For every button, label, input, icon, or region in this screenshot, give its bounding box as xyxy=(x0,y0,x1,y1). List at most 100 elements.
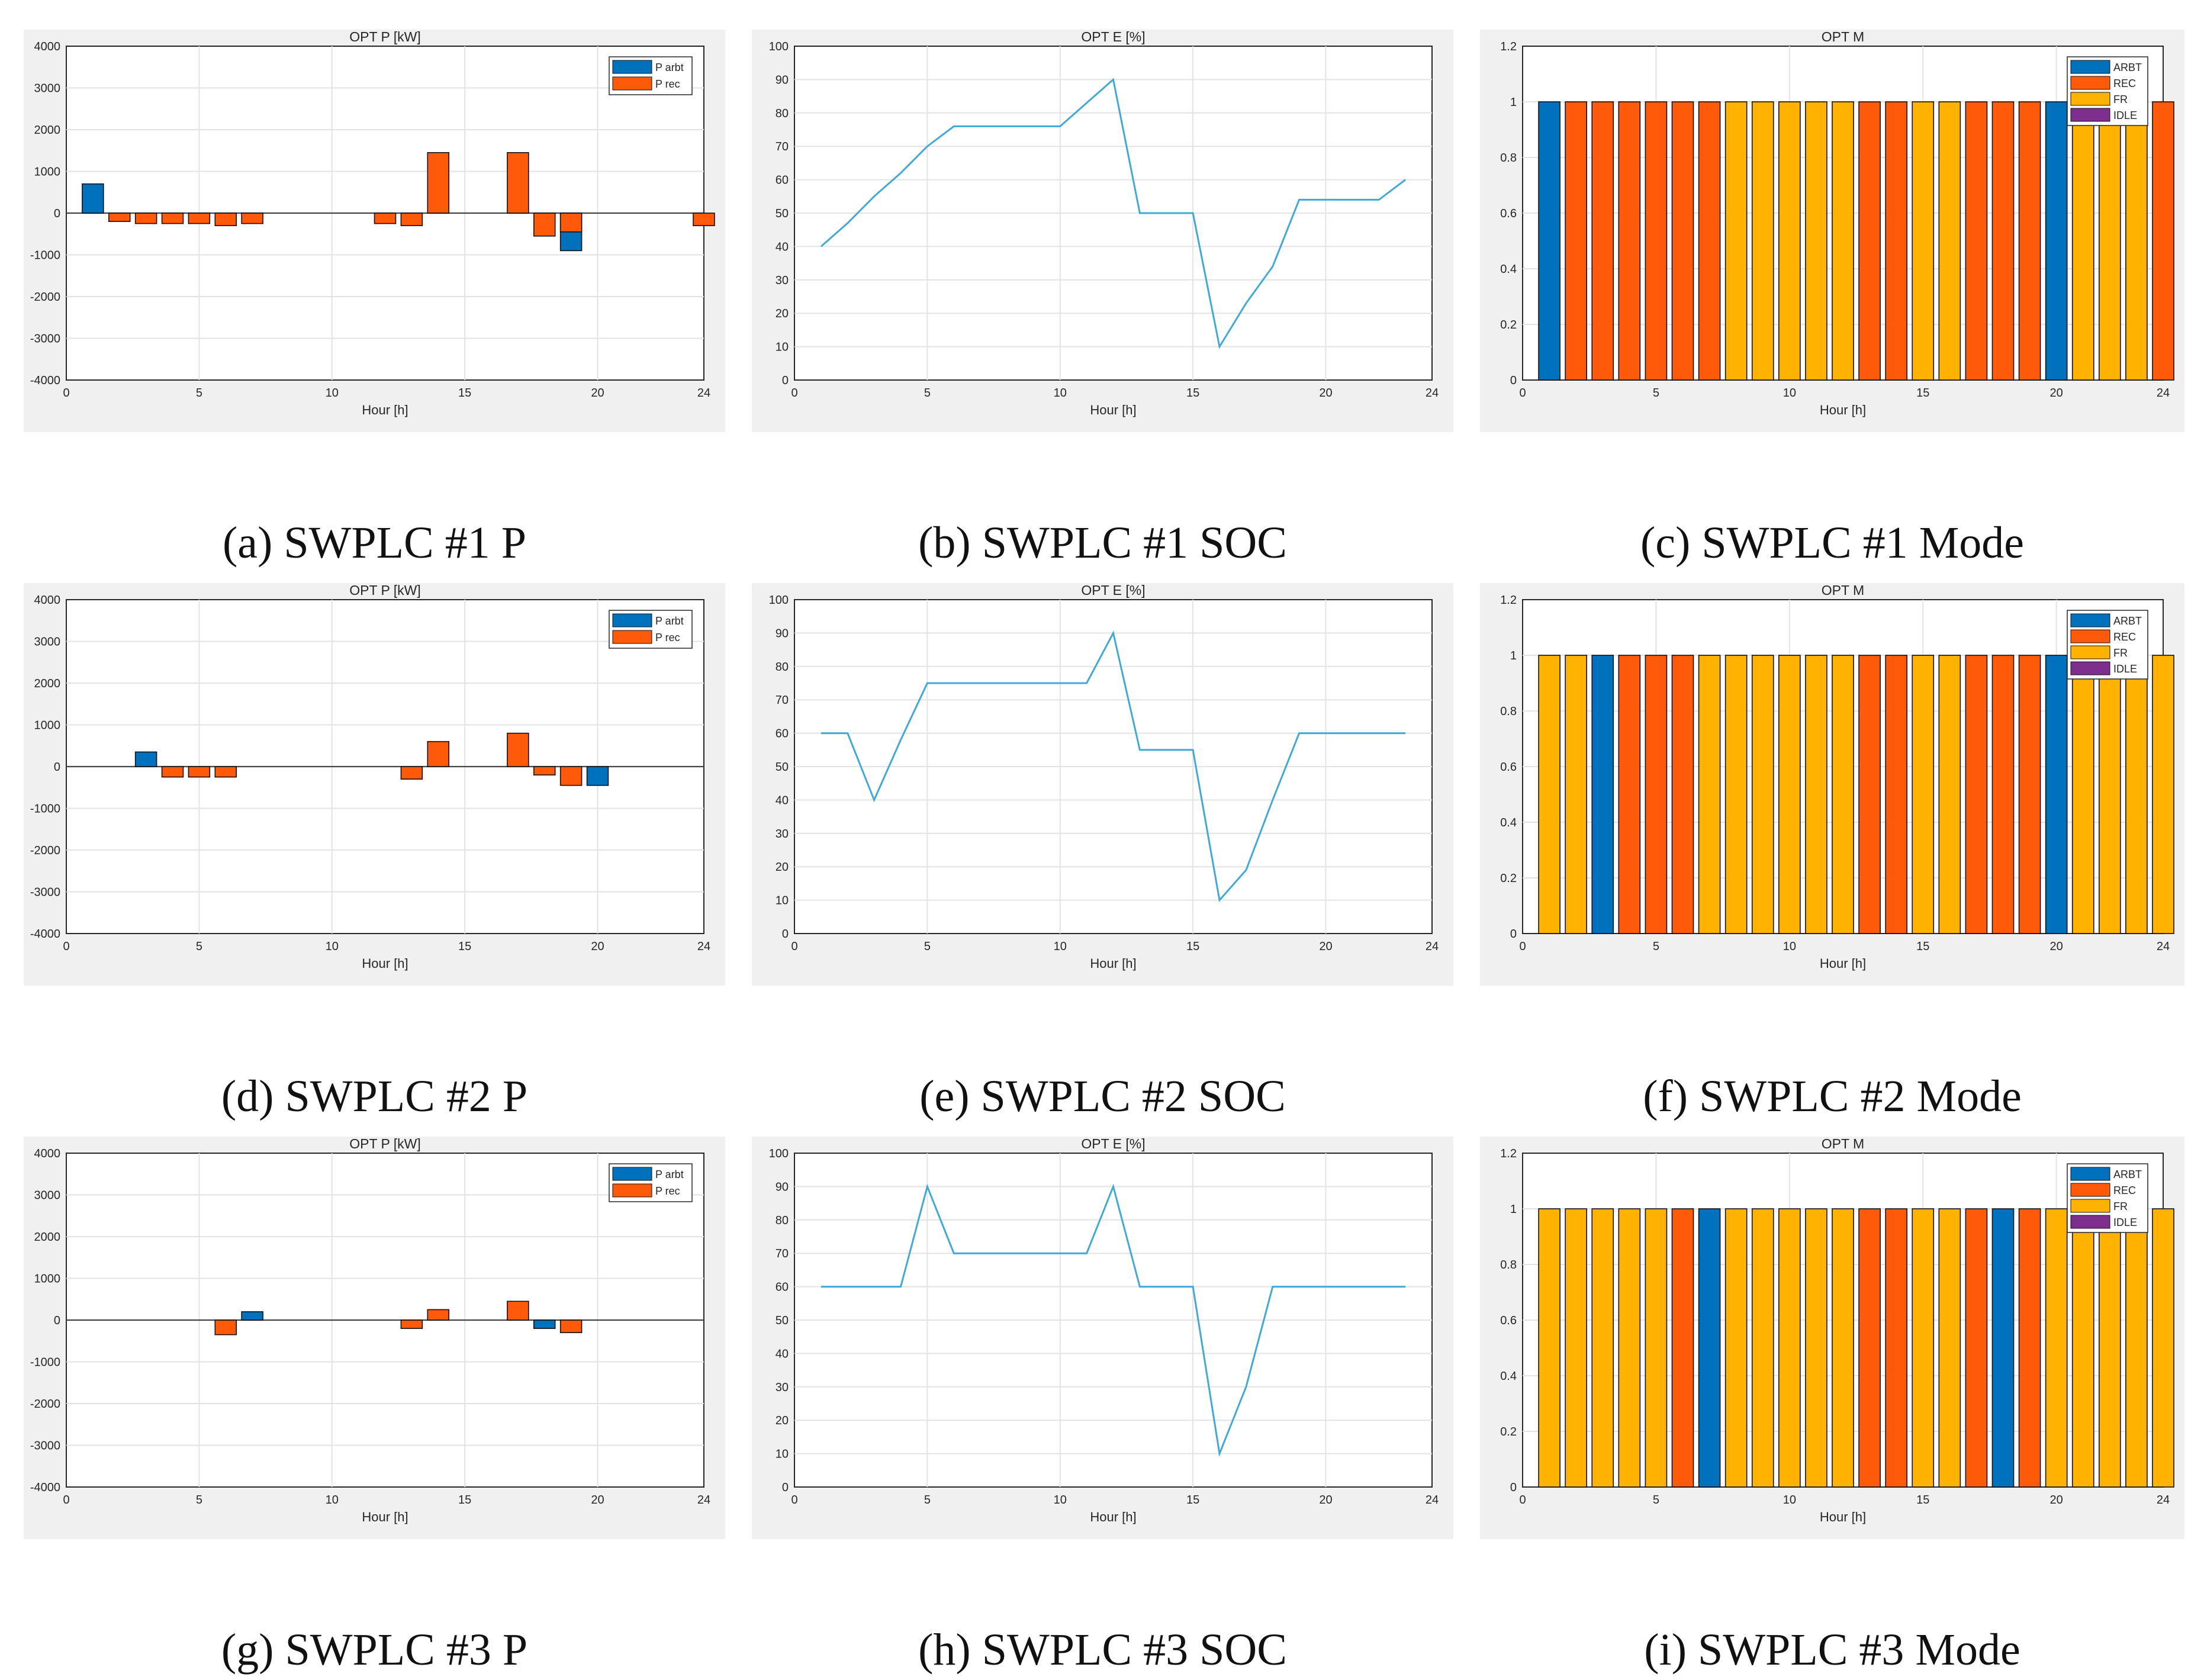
x-tick-label: 0 xyxy=(791,940,797,953)
y-tick-label: 0 xyxy=(1510,928,1517,941)
legend-swatch xyxy=(612,76,652,91)
x-axis-label: Hour [h] xyxy=(1820,1510,1866,1524)
chart-m2: OPT M 1.2 1 0.8 0.6 0.4 0.2 00 5 10 15 20 24 Hour [h]… xyxy=(1480,582,2184,986)
p-rec-bar xyxy=(427,741,449,767)
y-tick-label: 1 xyxy=(1510,96,1517,109)
y-tick-label: 0.6 xyxy=(1500,1314,1517,1327)
y-tick-label: -4000 xyxy=(30,928,60,941)
mode-bar-fr xyxy=(1938,1208,1961,1488)
x-axis-label: Hour [h] xyxy=(362,403,408,417)
legend-swatch xyxy=(612,1167,652,1181)
p-rec-bar xyxy=(188,766,211,778)
legend-swatch xyxy=(2070,629,2110,643)
x-tick-label: 0 xyxy=(791,1494,797,1507)
mode-bar-arbt xyxy=(1591,655,1614,934)
y-tick-label: 90 xyxy=(776,73,789,86)
y-tick-label: 0 xyxy=(782,374,789,387)
p-arbt-bar xyxy=(586,766,609,786)
y-tick-label: 2000 xyxy=(34,124,61,137)
y-tick-label: 70 xyxy=(776,1247,789,1260)
y-tick-label: 4000 xyxy=(34,1147,61,1160)
legend-label: P rec xyxy=(655,1185,680,1197)
figure-caption: (d) SWPLC #2 P xyxy=(221,1071,527,1121)
legend-label: FR xyxy=(2113,647,2128,659)
mode-bar-fr xyxy=(2099,101,2121,381)
figure-caption: (i) SWPLC #3 Mode xyxy=(1644,1625,2020,1675)
x-tick-label: 0 xyxy=(1519,387,1526,400)
x-axis-label: Hour [h] xyxy=(362,956,408,971)
y-tick-label: 0.8 xyxy=(1500,152,1517,165)
mode-bar-fr xyxy=(1805,655,1827,934)
p-rec-bar xyxy=(108,213,131,222)
y-tick-label: -4000 xyxy=(30,1481,60,1494)
y-tick-label: 20 xyxy=(776,861,789,874)
y-tick-label: -3000 xyxy=(30,333,60,346)
p-rec-bar xyxy=(214,1319,237,1335)
x-tick-label: 20 xyxy=(1319,940,1332,953)
mode-bar-rec xyxy=(1671,101,1694,381)
p-rec-bar xyxy=(161,213,184,224)
mode-bar-rec xyxy=(2152,101,2174,381)
mode-bar-fr xyxy=(2045,1208,2068,1488)
chart-m3: OPT M 1.2 1 0.8 0.6 0.4 0.2 00 5 10 15 20 24 Hour [h]… xyxy=(1480,1136,2184,1539)
x-tick-label: 5 xyxy=(196,387,202,400)
mode-bar-rec xyxy=(1885,101,1907,381)
mode-bar-arbt xyxy=(2045,101,2068,381)
p-rec-bar xyxy=(214,213,237,226)
y-tick-label: 40 xyxy=(776,240,789,253)
x-tick-label: 10 xyxy=(326,387,339,400)
y-tick-label: 1000 xyxy=(34,166,61,179)
legend-label: P arbt xyxy=(655,615,684,627)
mode-bar-fr xyxy=(1724,101,1748,381)
mode-bar-arbt xyxy=(2045,655,2068,934)
figure-caption: (f) SWPLC #2 Mode xyxy=(1643,1071,2022,1121)
chart-title: OPT M xyxy=(1822,1136,1864,1151)
y-tick-label: 0 xyxy=(54,207,60,220)
mode-bar-fr xyxy=(2125,1208,2148,1488)
x-tick-label: 24 xyxy=(2157,940,2170,953)
mode-bar-fr xyxy=(2152,1208,2174,1488)
legend-swatch xyxy=(2070,1167,2110,1181)
mode-bar-fr xyxy=(2125,655,2148,934)
legend-swatch xyxy=(2070,661,2110,675)
p-rec-bar xyxy=(400,1319,423,1329)
y-tick-label: 0 xyxy=(54,761,60,774)
y-tick-label: 0.2 xyxy=(1500,872,1517,885)
y-tick-label: 0.6 xyxy=(1500,207,1517,220)
x-tick-label: 10 xyxy=(326,940,339,953)
mode-bar-rec xyxy=(1991,101,2015,381)
x-tick-label: 0 xyxy=(791,387,797,400)
x-tick-label: 20 xyxy=(1319,387,1332,400)
y-tick-label: 1.2 xyxy=(1500,594,1517,607)
x-tick-label: 15 xyxy=(1186,387,1199,400)
legend-label: ARBT xyxy=(2113,62,2142,73)
soc-line xyxy=(820,78,1407,349)
legend-label: REC xyxy=(2113,631,2136,643)
x-tick-label: 15 xyxy=(1186,1494,1199,1507)
y-tick-label: 80 xyxy=(776,1214,789,1227)
x-tick-label: 15 xyxy=(458,940,471,953)
legend-swatch xyxy=(612,613,652,627)
legend-label: FR xyxy=(2113,94,2128,105)
p-rec-bar xyxy=(427,152,449,214)
figure-caption: (h) SWPLC #3 SOC xyxy=(918,1625,1287,1675)
y-tick-label: 50 xyxy=(776,1314,789,1327)
mode-bar-fr xyxy=(2071,101,2094,381)
mode-bar-rec xyxy=(1965,655,1988,934)
y-tick-label: 1.2 xyxy=(1500,1147,1517,1160)
chart-m1: OPT M 1.2 1 0.8 0.6 0.4 0.2 00 5 10 15 20 24 Hour [h]… xyxy=(1480,29,2184,432)
mode-bar-rec xyxy=(1645,655,1668,934)
legend-swatch xyxy=(2070,1215,2110,1229)
p-rec-bar xyxy=(400,213,423,226)
legend-swatch xyxy=(612,1183,652,1198)
mode-bar-fr xyxy=(1751,101,1774,381)
legend-swatch xyxy=(2070,1199,2110,1213)
y-tick-label: 30 xyxy=(776,1381,789,1394)
y-tick-label: 4000 xyxy=(34,40,61,53)
x-tick-label: 10 xyxy=(1054,387,1067,400)
legend-label: P rec xyxy=(655,78,680,90)
x-tick-label: 5 xyxy=(1653,387,1659,400)
y-tick-label: 50 xyxy=(776,761,789,774)
x-tick-label: 20 xyxy=(2050,1494,2063,1507)
